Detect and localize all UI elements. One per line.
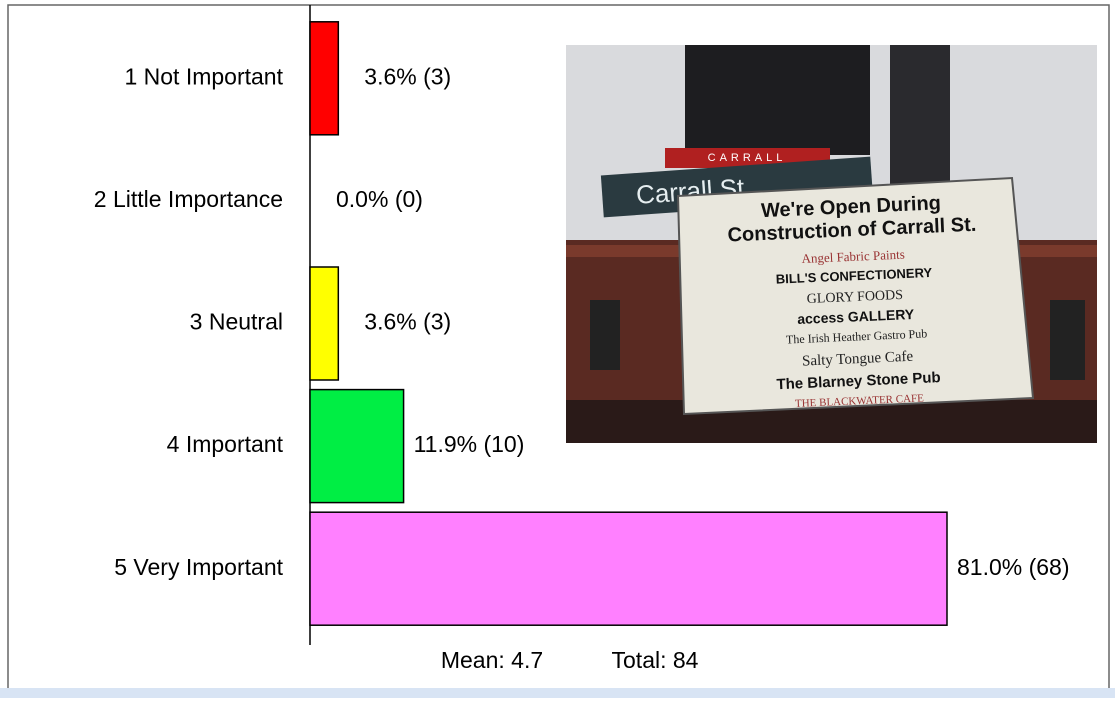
category-label: 3 Neutral — [190, 309, 283, 335]
value-label: 11.9% (10) — [414, 431, 525, 457]
photo-window — [590, 300, 620, 370]
photo-sign-line: access GALLERY — [797, 306, 915, 327]
category-label: 2 Little Importance — [94, 186, 283, 212]
photo-sign-line: The Irish Heather Gastro Pub — [786, 326, 928, 346]
photo-sign-line: GLORY FOODS — [806, 288, 903, 307]
bar — [309, 388, 405, 504]
photo-sign-line: THE BLACKWATER CAFE — [795, 392, 925, 410]
photo-sign-line: BILL'S CONFECTIONERY — [775, 265, 932, 287]
bar — [309, 266, 340, 381]
value-label: 3.6% (3) — [364, 63, 451, 89]
total-annotation: Total: 84 — [612, 647, 699, 673]
bar — [309, 21, 340, 136]
slide-bottom — [0, 688, 1115, 698]
category-label: 1 Not Important — [124, 63, 283, 89]
photo-sign — [676, 176, 1035, 416]
photo-sign-line: Angel Fabric Paints — [801, 247, 905, 266]
category-label: 4 Important — [167, 431, 284, 457]
mean-annotation: Mean: 4.7 — [441, 647, 543, 673]
value-label: 81.0% (68) — [957, 554, 1070, 580]
photo-banner-text: CARRALL — [708, 152, 787, 164]
photo-signal — [685, 45, 870, 155]
category-label: 5 Very Important — [114, 554, 283, 580]
photo-window — [1050, 300, 1085, 380]
photo-sign-line: Salty Tongue Cafe — [802, 349, 914, 370]
value-label: 0.0% (0) — [336, 186, 423, 212]
value-label: 3.6% (3) — [364, 309, 451, 335]
bar — [309, 511, 948, 626]
photo: CARRALL Carrall St We're Open DuringCons… — [566, 45, 1097, 443]
